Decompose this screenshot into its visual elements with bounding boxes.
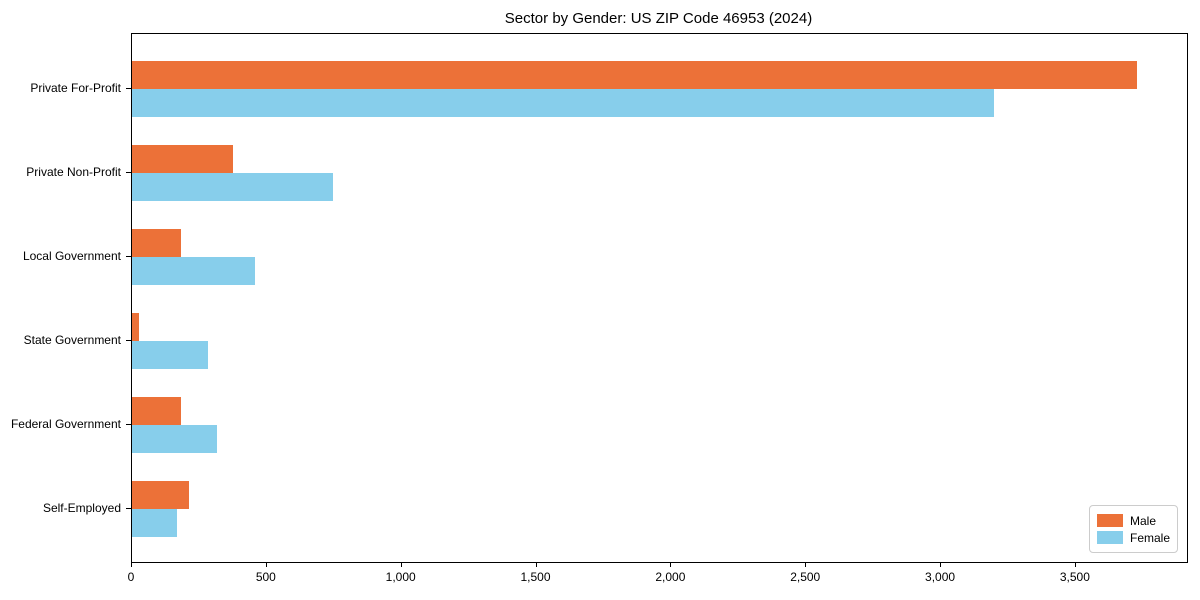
xtick-label-500: 500 xyxy=(255,570,276,584)
bar-female-local-government xyxy=(132,256,255,285)
ytick-label-self-employed: Self-Employed xyxy=(42,501,121,515)
bar-male-state-government xyxy=(132,312,139,341)
xtick-label-2500: 2,500 xyxy=(790,570,821,584)
xtick-mark-2500 xyxy=(805,562,807,567)
plot-area xyxy=(131,33,1188,563)
legend-item-female: Female xyxy=(1097,529,1177,546)
xtick-mark-1000 xyxy=(400,562,402,567)
xtick-label-1000: 1,000 xyxy=(385,570,416,584)
xtick-label-3500: 3,500 xyxy=(1059,570,1090,584)
bar-female-federal-government xyxy=(132,424,217,453)
xtick-label-0: 0 xyxy=(127,570,135,584)
ytick-label-federal-government: Federal Government xyxy=(10,416,121,431)
xtick-mark-500 xyxy=(265,562,267,567)
xtick-mark-3000 xyxy=(940,562,942,567)
ytick-mark-private-non-profit xyxy=(126,171,131,173)
legend-item-male: Male xyxy=(1097,512,1177,529)
ytick-mark-self-employed xyxy=(126,508,131,509)
female-swatch-icon xyxy=(1097,531,1123,544)
xtick-mark-2000 xyxy=(670,562,672,567)
ytick-mark-local-government xyxy=(126,255,131,257)
legend-label-female: Female xyxy=(1130,530,1171,545)
bar-male-private-for-profit xyxy=(132,60,1137,89)
male-swatch-icon xyxy=(1097,514,1123,527)
xtick-mark-1500 xyxy=(535,562,537,567)
xtick-label-2000: 2,000 xyxy=(655,570,686,584)
bar-female-private-non-profit xyxy=(132,172,333,201)
ytick-mark-federal-government xyxy=(126,423,131,425)
ytick-mark-state-government xyxy=(126,339,131,341)
xtick-label-1500: 1,500 xyxy=(520,570,551,584)
xtick-mark-3500 xyxy=(1074,562,1076,567)
bar-male-private-non-profit xyxy=(132,144,234,173)
bar-female-self-employed xyxy=(132,509,177,537)
bar-female-state-government xyxy=(132,340,208,369)
ytick-label-local-government: Local Government xyxy=(22,248,121,263)
ytick-label-private-non-profit: Private Non-Profit xyxy=(26,164,121,179)
xtick-label-3000: 3,000 xyxy=(925,570,956,584)
chart-title: Sector by Gender: US ZIP Code 46953 (202… xyxy=(504,10,813,27)
legend-label-male: Male xyxy=(1130,513,1157,528)
ytick-label-private-for-profit: Private For-Profit xyxy=(30,80,121,95)
bar-male-federal-government xyxy=(132,396,181,425)
bar-male-local-government xyxy=(132,228,181,257)
bar-male-self-employed xyxy=(132,481,189,509)
ytick-label-state-government: State Government xyxy=(23,332,121,347)
legend: Male Female xyxy=(1089,505,1178,553)
bar-female-private-for-profit xyxy=(132,88,994,117)
xtick-mark-0 xyxy=(131,562,132,567)
ytick-mark-private-for-profit xyxy=(126,87,131,89)
